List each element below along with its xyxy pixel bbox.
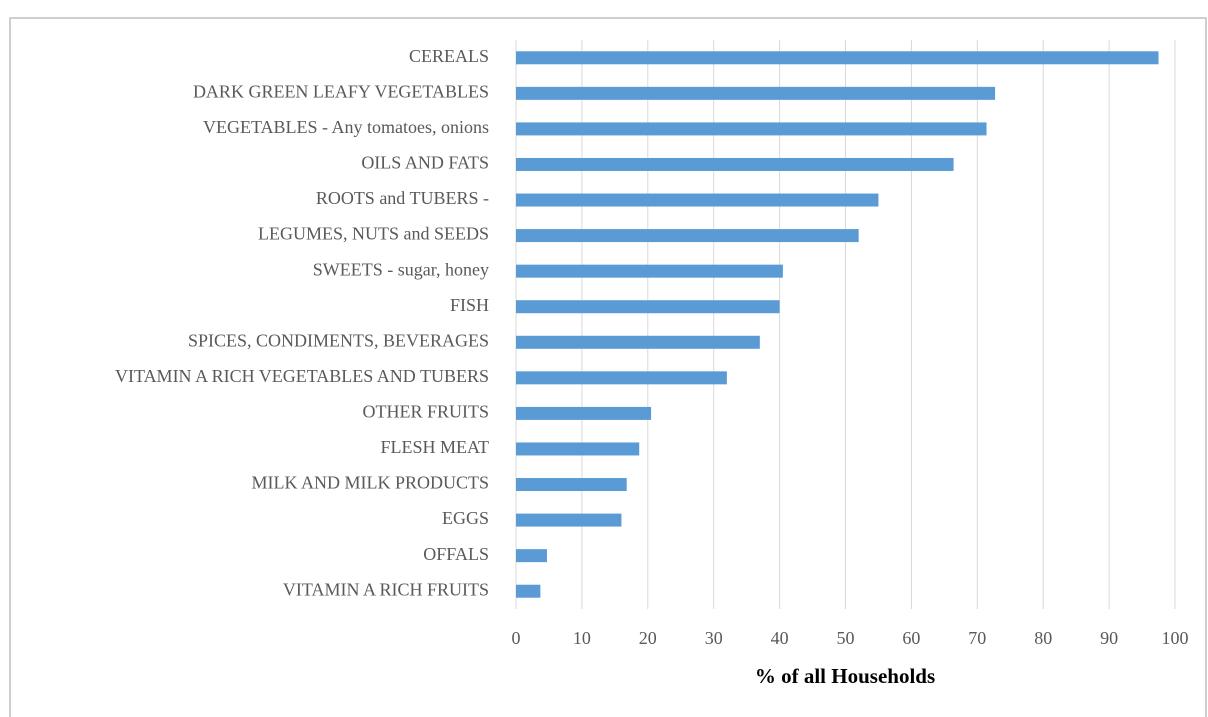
bar [516,406,652,420]
bar [516,193,879,207]
x-tick-label: 20 [639,628,657,648]
x-tick-label: 100 [1162,628,1189,648]
y-tick-label: OFFALS [423,544,489,564]
y-tick-label: FLESH MEAT [380,437,489,457]
bar [516,229,859,243]
y-tick-label: CEREALS [409,46,489,66]
x-tick-label: 90 [1100,628,1118,648]
y-tick-label: SWEETS - sugar, honey [313,259,489,279]
y-tick-label: EGGS [442,508,489,528]
x-tick-label: 70 [968,628,986,648]
bar [516,513,622,527]
y-tick-label: VITAMIN A RICH FRUITS [283,579,489,599]
y-tick-label: OTHER FRUITS [362,402,489,422]
bar [516,584,541,598]
y-tick-label: DARK GREEN LEAFY VEGETABLES [193,81,489,101]
y-tick-label: VEGETABLES - Any tomatoes, onions [203,117,489,137]
x-axis-title: % of all Households [755,664,935,688]
bar [516,371,727,385]
bar [516,549,547,563]
bar [516,335,760,349]
y-tick-label: OILS AND FATS [361,153,489,173]
x-tick-label: 60 [902,628,920,648]
y-tick-label: SPICES, CONDIMENTS, BEVERAGES [188,330,489,350]
y-tick-label: FISH [450,295,489,315]
x-tick-label: 40 [771,628,789,648]
bar [516,300,780,314]
chart-frame [9,17,1207,717]
bar [516,478,627,492]
bar [516,51,1159,65]
bar [516,442,640,456]
x-tick-label: 30 [705,628,723,648]
y-tick-label: LEGUMES, NUTS and SEEDS [258,224,489,244]
y-tick-label: VITAMIN A RICH VEGETABLES AND TUBERS [115,366,489,386]
y-tick-label: MILK AND MILK PRODUCTS [251,473,489,493]
bar [516,264,783,278]
bar [516,157,954,171]
y-tick-label: ROOTS and TUBERS - [316,188,489,208]
bar [516,122,987,136]
x-tick-label: 0 [512,628,521,648]
x-tick-label: 10 [573,628,591,648]
x-tick-label: 80 [1034,628,1052,648]
x-tick-label: 50 [837,628,855,648]
bar [516,86,996,100]
